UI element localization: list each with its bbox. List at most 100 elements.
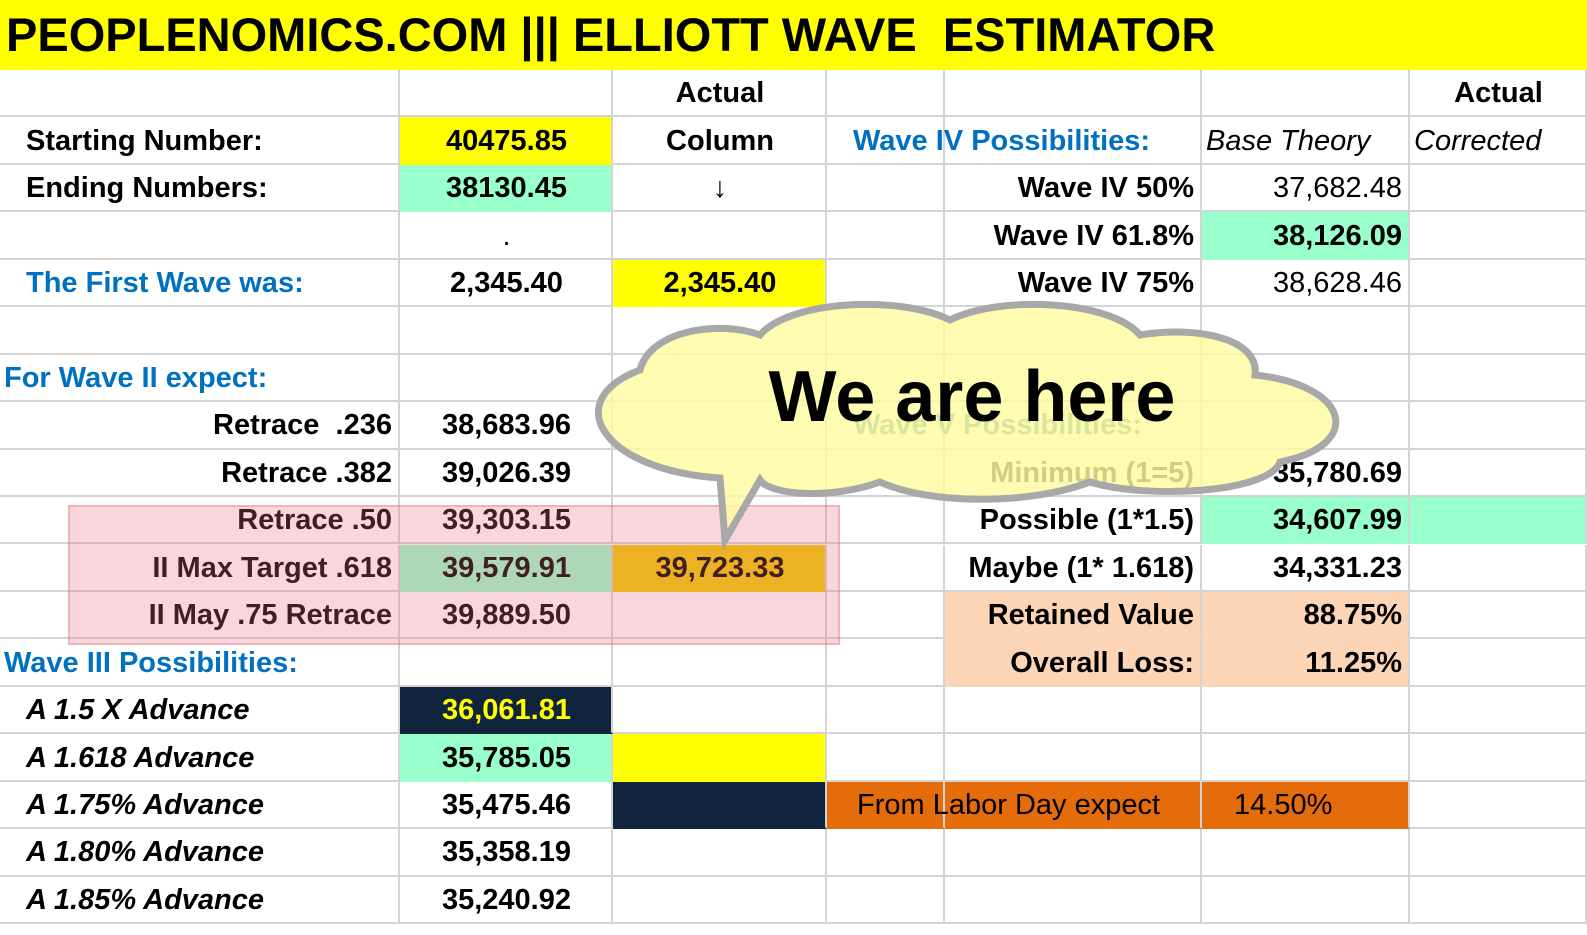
- cell: [1202, 70, 1410, 118]
- cell: [827, 164, 945, 213]
- cell: [1410, 876, 1587, 925]
- cell-text: Ending Numbers:: [26, 172, 268, 205]
- cell: [827, 212, 945, 260]
- cell-text: Retrace .236: [213, 409, 392, 442]
- cell: [400, 639, 613, 687]
- cell: [1202, 544, 1410, 592]
- cell: [1410, 117, 1587, 165]
- cell: [1410, 70, 1587, 118]
- cell: [827, 639, 945, 687]
- cell-text: 39,889.50: [441, 599, 571, 632]
- cell: [0, 307, 400, 355]
- cell: [1410, 212, 1587, 260]
- cell: [827, 876, 945, 925]
- cell: [1410, 734, 1587, 782]
- sheet-title: PEOPLENOMICS.COM ||| ELLIOTT WAVE ESTIMA…: [0, 0, 1587, 70]
- cell-text: 38,126.09: [1272, 219, 1402, 252]
- cell-text: Wave IV 61.8%: [993, 219, 1194, 252]
- cell: [0, 639, 400, 687]
- cell: [0, 449, 400, 498]
- cell: [400, 354, 613, 403]
- cell: [1202, 829, 1410, 877]
- cell-text: Overall Loss:: [1010, 646, 1194, 679]
- cell: [613, 781, 827, 830]
- cell-text: 36,061.81: [441, 694, 571, 727]
- cell: [945, 781, 1202, 830]
- cell: [0, 829, 400, 877]
- cell: [400, 876, 613, 925]
- cell-text: 35,475.46: [441, 788, 571, 821]
- cell: [1202, 497, 1410, 545]
- callout-text: We are here: [769, 357, 1176, 437]
- cell: [400, 117, 613, 165]
- cell-text: Wave IV 50%: [1017, 172, 1194, 205]
- cell: [827, 544, 945, 592]
- cell: [1202, 639, 1410, 687]
- cell: [1410, 829, 1587, 877]
- cell-text: Base Theory: [1206, 124, 1371, 157]
- cell: [1202, 781, 1410, 830]
- cell-text: ↓: [712, 172, 728, 205]
- cell: [1202, 164, 1410, 213]
- cell: [827, 117, 945, 165]
- cell-text: 11.25%: [1305, 646, 1402, 679]
- cell: [945, 734, 1202, 782]
- cell: [613, 591, 827, 640]
- cell-text: Actual: [1454, 77, 1543, 110]
- cell: [0, 781, 400, 830]
- cell: [400, 497, 613, 545]
- cell: [0, 734, 400, 782]
- cell-text: 39,723.33: [655, 551, 785, 584]
- cell: [613, 212, 827, 260]
- cell: [400, 734, 613, 782]
- cell: [0, 402, 400, 450]
- cell: [613, 734, 827, 782]
- cell: [0, 259, 400, 308]
- cell: [0, 164, 400, 213]
- cell: [1410, 307, 1587, 355]
- cell: [945, 639, 1202, 687]
- cell: [827, 829, 945, 877]
- cell-text: A 1.618 Advance: [26, 741, 255, 774]
- cell: [1202, 259, 1410, 308]
- cell: [1410, 544, 1587, 592]
- cell: [827, 734, 945, 782]
- cell: [613, 259, 827, 308]
- cell: [0, 354, 400, 403]
- cell-text: Possible (1*1.5): [979, 504, 1194, 537]
- cell: [400, 259, 613, 308]
- cell: [613, 117, 827, 165]
- cell: [945, 117, 1202, 165]
- cell: [945, 686, 1202, 735]
- cell-text: Starting Number:: [26, 124, 263, 157]
- cell: [0, 117, 400, 165]
- cell: [400, 449, 613, 498]
- cell-text: 2,345.40: [450, 267, 563, 300]
- cell: [0, 212, 400, 260]
- cell-text: Retained Value: [987, 599, 1194, 632]
- cell: [1202, 117, 1410, 165]
- cell: [400, 781, 613, 830]
- cell-text: II May .75 Retrace: [148, 599, 392, 632]
- cell: [827, 781, 945, 830]
- cell: [1202, 212, 1410, 260]
- cell-text: Wave III Possibilities:: [4, 646, 298, 679]
- cell-text: 88.75%: [1303, 599, 1402, 632]
- cell-text: 14.50%: [1234, 788, 1333, 821]
- cell-text: 39,303.15: [441, 504, 571, 537]
- cell-text: Retrace .382: [221, 456, 392, 489]
- cell: [827, 686, 945, 735]
- cell: [1410, 497, 1587, 545]
- cell-text: Retrace .50: [237, 504, 392, 537]
- cell-text: 35,358.19: [441, 836, 571, 869]
- cell-text: 40475.85: [446, 124, 567, 157]
- cell: [1410, 686, 1587, 735]
- highlight-overlay: [68, 505, 840, 645]
- cell: [1202, 591, 1410, 640]
- cell: [945, 544, 1202, 592]
- cell: [945, 591, 1202, 640]
- cell-text: Maybe (1* 1.618): [968, 551, 1194, 584]
- cell: [400, 402, 613, 450]
